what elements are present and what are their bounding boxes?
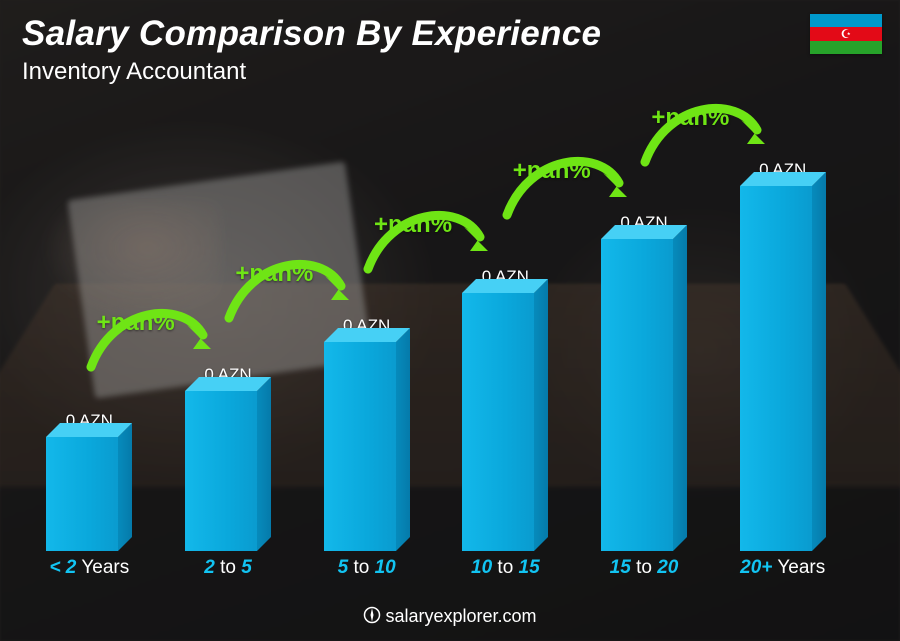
flag-stripe-top	[810, 14, 882, 27]
chart-subtitle: Inventory Accountant	[22, 58, 246, 86]
x-axis: < 2 Years2 to 55 to 1010 to 1515 to 2020…	[20, 557, 852, 579]
salary-bar	[324, 342, 410, 551]
salary-bar	[740, 186, 826, 551]
salary-bar	[601, 239, 687, 551]
bar-slot: +nan%0 AZN	[297, 105, 436, 551]
increase-pct-label: +nan%	[513, 157, 591, 185]
increase-pct-label: +nan%	[651, 104, 729, 132]
compass-icon	[363, 606, 381, 624]
salary-bar	[185, 391, 271, 551]
increase-pct-label: +nan%	[235, 260, 313, 288]
bar-slot: +nan%0 AZN	[575, 105, 714, 551]
x-axis-category: 10 to 15	[436, 557, 575, 579]
increase-pct-label: +nan%	[97, 309, 175, 337]
flag-stripe-bot	[810, 41, 882, 54]
branding-footer: salaryexplorer.com	[0, 606, 900, 627]
x-axis-category: 15 to 20	[575, 557, 714, 579]
bars-container: 0 AZN+nan%0 AZN+nan%0 AZN+nan%0 AZN+nan%…	[20, 105, 852, 551]
x-axis-category: 2 to 5	[159, 557, 298, 579]
salary-bar-chart: 0 AZN+nan%0 AZN+nan%0 AZN+nan%0 AZN+nan%…	[20, 105, 852, 579]
branding-text: salaryexplorer.com	[385, 606, 536, 626]
increase-pct-label: +nan%	[374, 211, 452, 239]
bar-slot: +nan%0 AZN	[159, 105, 298, 551]
x-axis-category: 20+ Years	[713, 557, 852, 579]
flag-emblem-icon: ☪	[841, 28, 852, 40]
x-axis-category: 5 to 10	[297, 557, 436, 579]
bar-slot: +nan%0 AZN	[713, 105, 852, 551]
x-axis-category: < 2 Years	[20, 557, 159, 579]
country-flag-azerbaijan: ☪	[810, 14, 882, 54]
salary-bar	[462, 293, 548, 551]
salary-bar	[46, 437, 132, 551]
chart-title: Salary Comparison By Experience	[22, 14, 601, 54]
